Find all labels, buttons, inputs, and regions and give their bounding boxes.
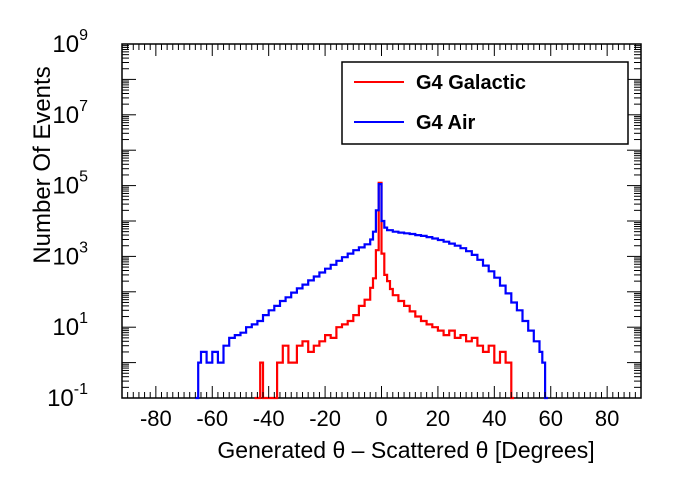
y-tick-base: 10: [47, 385, 74, 412]
y-tick-base: 10: [52, 31, 79, 58]
y-tick-label: 107: [52, 98, 88, 129]
y-tick-exponent: 7: [79, 98, 88, 115]
x-tick-label: 60: [538, 406, 562, 431]
y-tick-exponent: 5: [79, 169, 88, 186]
y-tick-exponent: -1: [74, 381, 88, 398]
y-tick-label: 109: [52, 27, 88, 58]
y-tick-label: 105: [52, 169, 88, 200]
series-line-0: [254, 181, 515, 400]
legend-label-galactic: G4 Galactic: [416, 72, 526, 94]
legend-label-air: G4 Air: [416, 112, 475, 134]
legend: G4 Galactic G4 Air: [341, 61, 629, 145]
y-tick-base: 10: [52, 173, 79, 200]
x-tick-label: -60: [196, 406, 228, 431]
y-tick-exponent: 1: [79, 310, 88, 327]
series-layer: [195, 181, 548, 400]
plot-area: -80 -60 -40 -20 0 20 40 60 80 10-110110310510710…: [47, 27, 642, 431]
y-tick-exponent: 3: [79, 239, 88, 256]
x-tick-label: -80: [140, 406, 172, 431]
x-tick-label: 80: [595, 406, 619, 431]
y-tick-label: 10-1: [47, 381, 88, 412]
y-tick-label: 103: [52, 239, 88, 270]
x-tick-label: 0: [375, 406, 387, 431]
series-line-1: [195, 183, 548, 400]
y-tick-exponent: 9: [79, 27, 88, 44]
x-tick-label: 20: [426, 406, 450, 431]
legend-box: [341, 61, 629, 145]
x-axis-label: Generated θ – Scattered θ [Degrees]: [217, 437, 594, 463]
y-tick-base: 10: [52, 243, 79, 270]
y-tick-base: 10: [52, 314, 79, 341]
y-tick-base: 10: [52, 102, 79, 129]
x-tick-label: 40: [482, 406, 506, 431]
x-tick-label: -20: [309, 406, 341, 431]
x-ticks: -80 -60 -40 -20 0 20 40 60 80: [127, 44, 636, 431]
x-tick-label: -40: [253, 406, 285, 431]
y-axis-label: Number Of Events: [29, 66, 56, 263]
y-tick-label: 101: [52, 310, 88, 341]
